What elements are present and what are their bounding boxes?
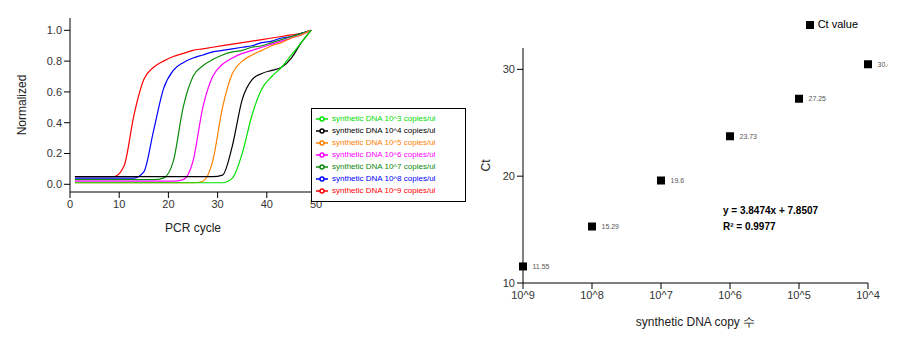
- svg-text:10^7: 10^7: [649, 289, 673, 301]
- html-text:synthetic DNA 10^8 copies/ul: synthetic DNA 10^8 copies/ul: [332, 174, 436, 184]
- html-text:Ct value: Ct value: [817, 18, 858, 30]
- svg-text:30.48: 30.48: [878, 61, 888, 68]
- svg-text:30: 30: [503, 63, 515, 75]
- svg-text:10^5: 10^5: [787, 289, 811, 301]
- svg-text:10: 10: [503, 277, 515, 289]
- svg-text:19.6: 19.6: [671, 177, 685, 184]
- svg-text:10^4: 10^4: [856, 289, 880, 301]
- html-text:synthetic DNA 10^4 copies/ul: synthetic DNA 10^4 copies/ul: [332, 126, 436, 136]
- svg-text:11.55: 11.55: [533, 263, 550, 270]
- svg-text:Ct: Ct: [479, 159, 493, 172]
- svg-text:PCR cycle: PCR cycle: [165, 221, 221, 235]
- svg-text:0.2: 0.2: [47, 147, 62, 159]
- html-text:R² = 0.9977: R² = 0.9977: [723, 221, 776, 232]
- svg-text:27.25: 27.25: [809, 95, 827, 102]
- svg-text:23.73: 23.73: [740, 133, 758, 140]
- svg-text:10^6: 10^6: [718, 289, 742, 301]
- svg-text:30: 30: [211, 198, 223, 210]
- html-text:synthetic DNA 10^3 copies/ul: synthetic DNA 10^3 copies/ul: [332, 114, 436, 124]
- html-text:synthetic DNA 10^5 copies/ul: synthetic DNA 10^5 copies/ul: [332, 138, 436, 148]
- svg-text:synthetic DNA copy 수: synthetic DNA copy 수: [636, 315, 755, 329]
- svg-text:0: 0: [67, 198, 73, 210]
- svg-text:20: 20: [503, 170, 515, 182]
- svg-text:10: 10: [113, 198, 125, 210]
- svg-text:40: 40: [261, 198, 273, 210]
- svg-text:0.0: 0.0: [47, 178, 62, 190]
- svg-text:10^8: 10^8: [580, 289, 604, 301]
- html-text:y = 3.8474x + 7.8507: y = 3.8474x + 7.8507: [723, 205, 819, 216]
- html-text:synthetic DNA 10^7 copies/ul: synthetic DNA 10^7 copies/ul: [332, 162, 436, 172]
- svg-text:50: 50: [310, 198, 322, 210]
- svg-text:0.8: 0.8: [47, 55, 62, 67]
- svg-text:1.0: 1.0: [47, 24, 62, 36]
- svg-text:Normalized: Normalized: [15, 75, 29, 136]
- svg-text:10^9: 10^9: [511, 289, 535, 301]
- svg-text:0.6: 0.6: [47, 86, 62, 98]
- html-text:synthetic DNA 10^9 copies/ul: synthetic DNA 10^9 copies/ul: [332, 186, 436, 196]
- svg-text:0.4: 0.4: [47, 117, 62, 129]
- svg-text:15.29: 15.29: [602, 223, 620, 230]
- html-text:synthetic DNA 10^6 copies/ul: synthetic DNA 10^6 copies/ul: [332, 150, 436, 160]
- svg-text:20: 20: [162, 198, 174, 210]
